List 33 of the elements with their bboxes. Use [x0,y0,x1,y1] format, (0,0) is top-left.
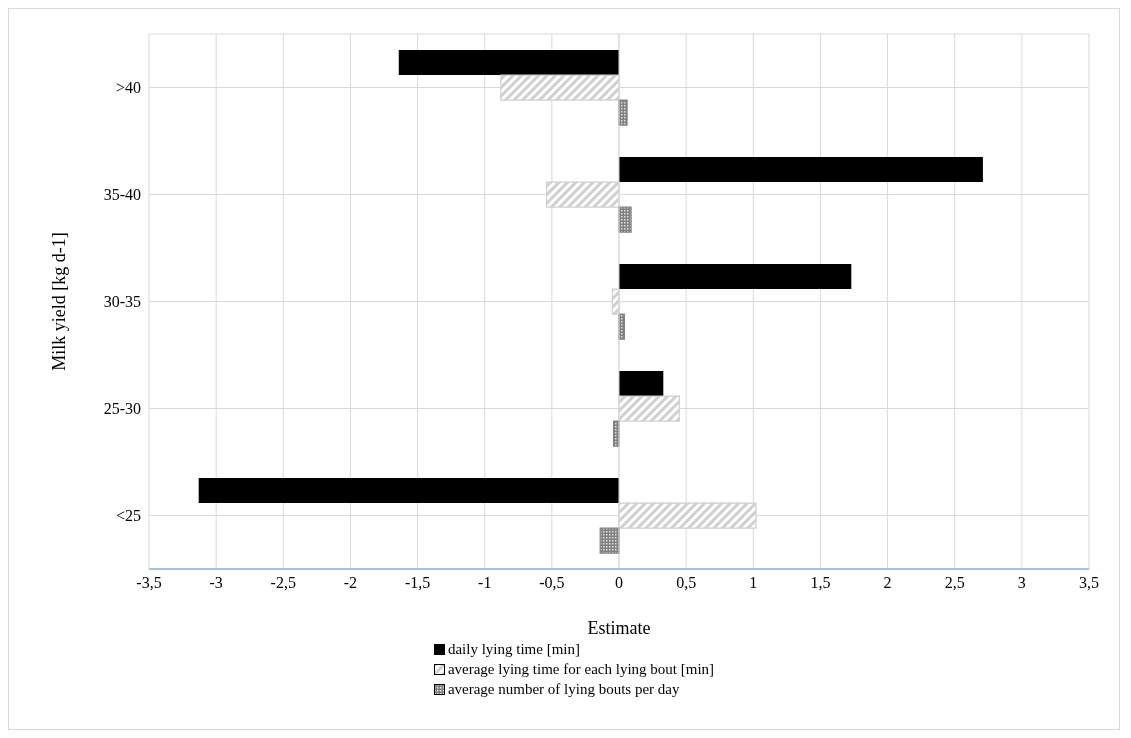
x-tick-label: -2,5 [270,574,296,592]
x-tick-label: 1,5 [810,574,831,592]
legend-label: average lying time for each lying bout [min] [447,660,715,679]
y-tick-label: 35-40 [103,186,141,204]
legend-label: average number of lying bouts per day [447,680,680,699]
legend-label: daily lying time [min] [447,640,580,659]
y-tick-label: 30-35 [103,293,141,311]
x-tick-label: 2 [883,574,892,592]
bar [599,527,620,554]
bar [619,371,664,397]
y-tick-label: <25 [115,507,141,525]
y-tick-label: 25-30 [103,400,141,418]
x-tick-label: -0,5 [539,574,565,592]
x-tick-label: 0 [615,574,623,592]
x-tick-label: -1 [478,574,492,592]
x-axis-title: Estimate [587,618,651,638]
bar [398,50,619,76]
x-tick-label: 2,5 [944,574,965,592]
x-tick-label: 1 [749,574,758,592]
x-tick-label: 3,5 [1079,574,1099,592]
y-axis-title: Milk yield [kg d-1] [49,232,70,371]
bar [619,157,983,183]
x-tick-label: -3 [209,574,223,592]
bar [619,264,852,290]
x-tick-label: 3 [1017,574,1026,592]
x-tick-label: -2 [343,574,358,592]
x-tick-label: -3,5 [136,574,162,592]
bar [618,206,632,233]
y-tick-label: >40 [115,79,141,97]
bar [198,478,619,504]
x-tick-label: -1,5 [404,574,431,592]
x-tick-label: 0,5 [676,574,697,592]
bar [618,99,628,126]
